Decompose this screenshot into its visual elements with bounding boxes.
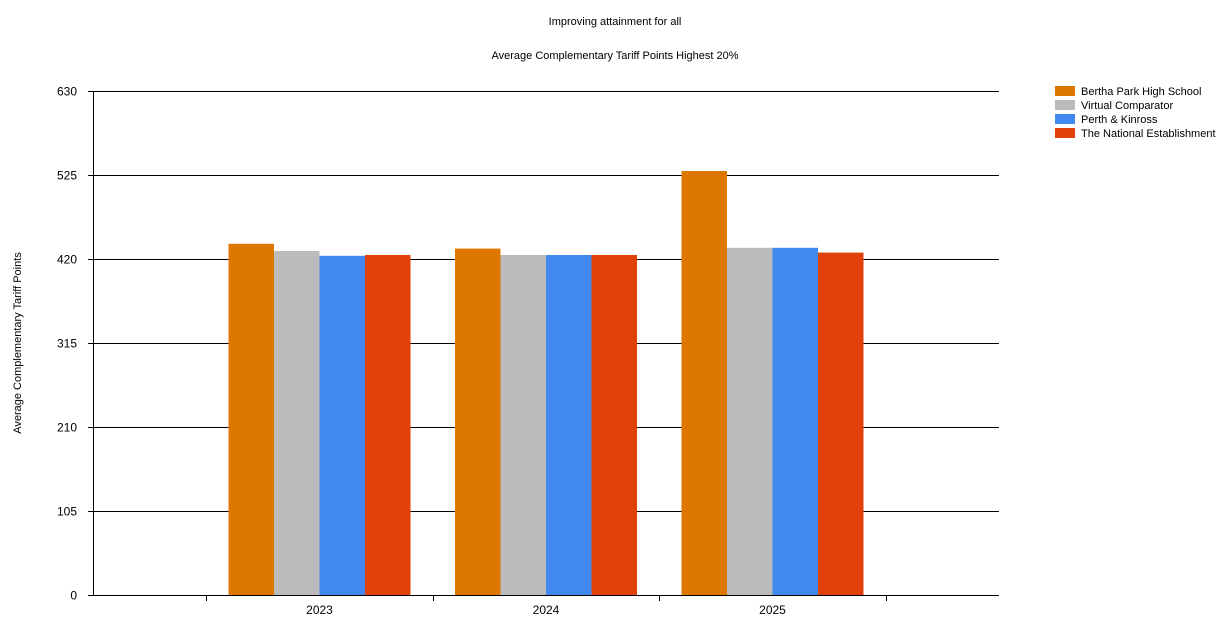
- chart-title: Improving attainment for all: [549, 16, 682, 28]
- legend-swatch: [1055, 128, 1075, 138]
- bar: [727, 247, 773, 596]
- bar: [546, 255, 592, 595]
- bar: [455, 248, 501, 595]
- legend-label: Perth & Kinross: [1081, 114, 1158, 126]
- bar: [319, 255, 365, 596]
- y-tick-label: 525: [57, 169, 77, 183]
- y-tick-label: 0: [70, 589, 77, 603]
- bar: [772, 247, 818, 596]
- y-tick-label: 630: [57, 85, 77, 99]
- bar: [500, 255, 546, 595]
- legend-swatch: [1055, 100, 1075, 110]
- y-tick-label: 420: [57, 253, 77, 267]
- bar: [365, 255, 411, 595]
- bar: [681, 171, 727, 595]
- bars: [228, 171, 864, 596]
- chart-subtitle: Average Complementary Tariff Points High…: [491, 50, 738, 62]
- legend-label: Bertha Park High School: [1081, 86, 1201, 98]
- legend: Bertha Park High School Virtual Comparato…: [1055, 86, 1216, 140]
- bar: [274, 251, 320, 595]
- x-tick-label: 2024: [533, 603, 560, 617]
- x-tick-label: 2025: [759, 603, 786, 617]
- bar: [228, 243, 274, 596]
- axes: 0 105 210 315 420 525 630 2023 2024 2025: [57, 85, 999, 617]
- legend-swatch: [1055, 86, 1075, 96]
- bar: [591, 255, 637, 595]
- bar: [818, 252, 864, 595]
- legend-label: Virtual Comparator: [1081, 100, 1173, 112]
- y-axis-label: Average Complementary Tariff Points: [12, 252, 24, 434]
- legend-label: The National Establishment: [1081, 128, 1216, 140]
- x-tick-label: 2023: [306, 603, 333, 617]
- y-tick-label: 210: [57, 421, 77, 435]
- y-tick-label: 105: [57, 505, 77, 519]
- y-tick-label: 315: [57, 337, 77, 351]
- legend-swatch: [1055, 114, 1075, 124]
